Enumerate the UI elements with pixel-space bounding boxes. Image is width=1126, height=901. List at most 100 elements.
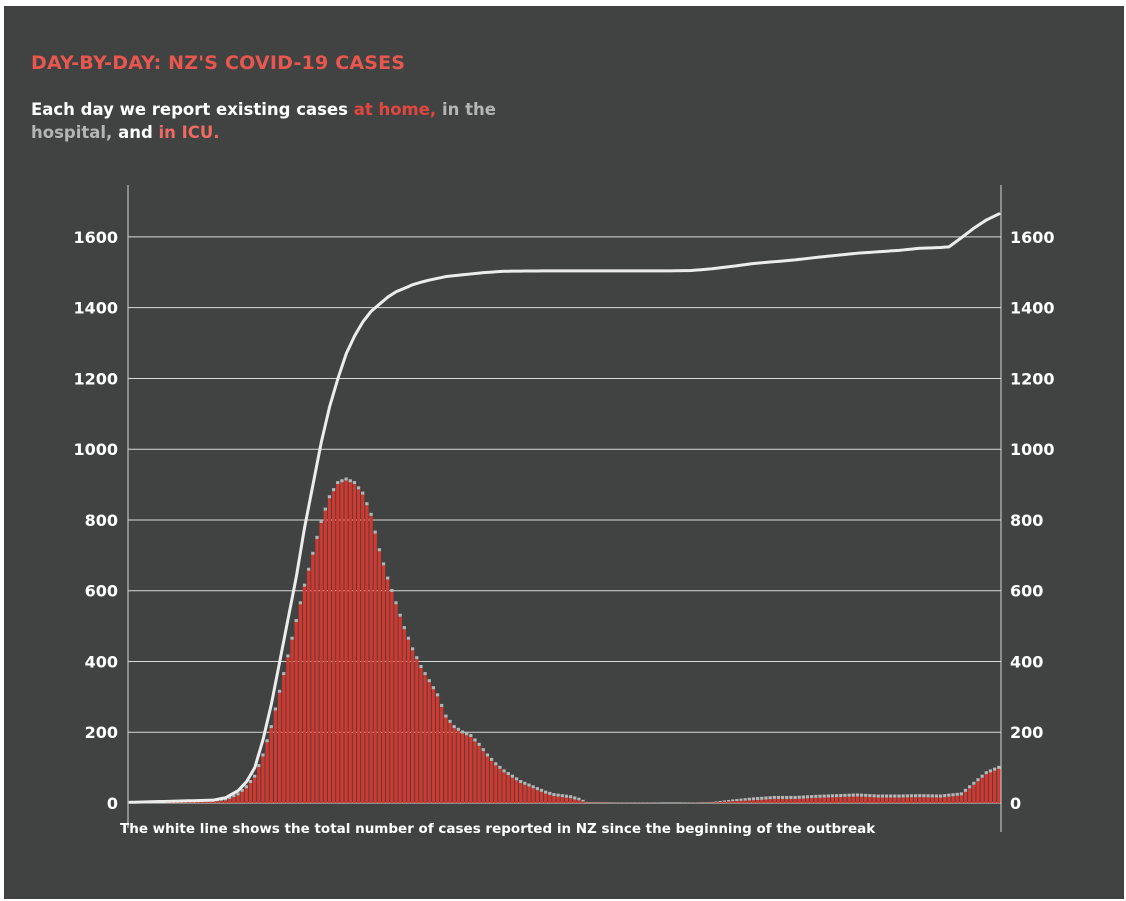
bar-at-home [930, 797, 934, 803]
bar-at-home [315, 538, 319, 803]
legend-at-home: at home, [353, 100, 437, 119]
bar-at-home [352, 484, 357, 803]
bar-in-hospital [955, 792, 959, 796]
bar-at-home [369, 515, 373, 803]
bar-at-home [510, 777, 515, 803]
bar-in-hospital [739, 798, 743, 801]
bar-at-home [228, 798, 232, 803]
bar-at-home [381, 565, 386, 803]
bar-in-hospital [785, 795, 789, 799]
bar-at-home [568, 798, 573, 803]
bar-at-home [585, 802, 589, 803]
bar-in-hospital [498, 765, 502, 769]
bar-in-hospital [556, 793, 560, 797]
bar-in-hospital [780, 795, 785, 799]
bar-in-hospital [714, 801, 718, 803]
bar-in-hospital [968, 785, 972, 789]
bar-in-hospital [934, 794, 939, 798]
bar-at-home [223, 800, 228, 803]
bar-at-home [897, 797, 901, 803]
bar-in-hospital [581, 799, 585, 802]
y-tick-label-left: 1200 [73, 369, 118, 388]
bar-in-hospital [847, 793, 851, 797]
bar-in-hospital [972, 781, 976, 785]
bar-in-hospital [855, 793, 860, 797]
bar-at-home [805, 798, 810, 803]
bar-in-hospital [327, 495, 332, 499]
bar-in-hospital [930, 794, 934, 798]
bar-at-home [348, 482, 352, 803]
bar-at-home [864, 796, 868, 803]
bar-at-home [469, 737, 473, 803]
bar-in-hospital [976, 778, 980, 782]
bar-at-home [764, 799, 768, 803]
y-tick-label-right: 600 [1010, 582, 1043, 601]
bar-at-home [452, 728, 456, 803]
bar-at-home [456, 730, 460, 803]
bar-at-home [377, 551, 381, 803]
bar-at-home [527, 786, 531, 803]
bar-at-home [415, 659, 419, 803]
bar-in-hospital [560, 794, 564, 798]
bar-in-hospital [722, 800, 727, 802]
bar-in-hospital [336, 481, 340, 485]
bar-at-home [286, 657, 290, 803]
bar-at-home [959, 795, 963, 803]
bar-in-hospital [789, 795, 793, 799]
bar-in-hospital [938, 794, 943, 798]
bar-in-hospital [410, 647, 415, 651]
bar-at-home [244, 788, 248, 803]
bar-in-hospital [793, 795, 797, 799]
bar-at-home [851, 796, 855, 803]
bar-at-home [780, 798, 785, 803]
bar-at-home [577, 800, 581, 803]
bar-in-hospital [914, 794, 918, 798]
bar-at-home [718, 801, 722, 803]
bar-in-hospital [348, 479, 352, 483]
bar-at-home [207, 801, 211, 803]
bar-in-hospital [248, 780, 253, 784]
bar-in-hospital [527, 783, 531, 787]
bar-at-home [951, 796, 955, 803]
bar-in-hospital [573, 796, 577, 800]
bar-in-hospital [298, 601, 302, 605]
bar-in-hospital [710, 801, 714, 803]
bar-at-home [431, 689, 436, 803]
bar-in-hospital [818, 794, 822, 798]
bar-in-hospital [743, 798, 747, 801]
bar-at-home [481, 751, 485, 803]
bar-at-home [203, 801, 207, 803]
bar-in-hospital [577, 797, 581, 801]
bar-at-home [839, 797, 843, 803]
bar-at-home [444, 717, 448, 803]
bar-in-hospital [282, 672, 286, 676]
subtitle-text: Each day we report existing cases [31, 100, 354, 119]
bar-at-home [311, 554, 315, 803]
bar-at-home [498, 768, 502, 803]
bar-at-home [922, 797, 926, 803]
bar-in-hospital [897, 794, 901, 798]
bar-in-hospital [473, 738, 477, 742]
y-tick-label-left: 200 [85, 723, 118, 742]
bar-at-home [984, 774, 988, 803]
bar-in-hospital [864, 793, 868, 797]
bar-in-hospital [909, 794, 914, 798]
bar-at-home [747, 800, 751, 803]
y-tick-label-right: 1200 [1010, 369, 1055, 388]
bar-at-home [248, 783, 253, 803]
bar-at-home [889, 797, 893, 803]
bar-at-home [893, 797, 897, 803]
bar-in-hospital [519, 780, 523, 784]
y-tick-label-left: 800 [85, 511, 118, 530]
chart-subtitle: Each day we report existing cases at hom… [31, 98, 571, 144]
bar-at-home [386, 579, 390, 803]
bar-at-home [731, 801, 735, 803]
bar-at-home [859, 796, 864, 803]
bar-at-home [514, 780, 519, 803]
bar-at-home [735, 801, 739, 803]
bar-at-home [710, 802, 714, 803]
bar-in-hospital [240, 788, 244, 792]
bar-in-hospital [568, 795, 573, 799]
bar-at-home [544, 793, 548, 803]
bar-in-hospital [444, 714, 448, 718]
